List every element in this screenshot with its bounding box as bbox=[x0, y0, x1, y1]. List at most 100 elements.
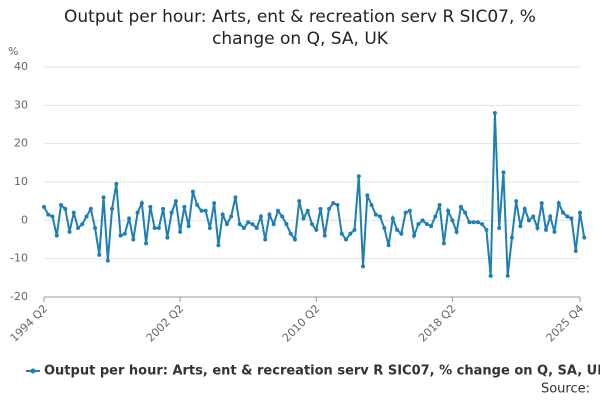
point bbox=[407, 208, 412, 213]
point bbox=[101, 195, 106, 200]
point bbox=[305, 208, 310, 213]
point bbox=[518, 224, 523, 229]
point bbox=[105, 258, 110, 263]
point bbox=[67, 229, 72, 234]
point bbox=[352, 227, 357, 232]
point bbox=[76, 226, 81, 230]
point bbox=[492, 111, 497, 115]
y-axis-label: % bbox=[8, 45, 18, 58]
point bbox=[280, 214, 285, 219]
legend-marker bbox=[30, 368, 36, 374]
point bbox=[552, 229, 557, 234]
point bbox=[531, 214, 536, 219]
point bbox=[246, 220, 251, 225]
y-tick-label: 40 bbox=[14, 60, 28, 73]
point bbox=[361, 264, 366, 269]
y-tick-label: -20 bbox=[10, 290, 28, 303]
point bbox=[514, 199, 519, 204]
point bbox=[399, 231, 404, 236]
point bbox=[233, 195, 238, 200]
point bbox=[386, 243, 391, 248]
point bbox=[71, 210, 76, 215]
point bbox=[216, 243, 221, 248]
point bbox=[263, 237, 268, 242]
point bbox=[110, 206, 115, 211]
point bbox=[454, 229, 459, 234]
point bbox=[471, 220, 476, 225]
point bbox=[556, 201, 561, 206]
x-tick-label: 2010 Q2 bbox=[280, 302, 323, 345]
point bbox=[458, 204, 463, 209]
point bbox=[356, 174, 361, 179]
point bbox=[429, 224, 434, 229]
y-tick-label: 20 bbox=[14, 137, 28, 150]
source: Source: bbox=[541, 382, 590, 397]
point bbox=[169, 210, 174, 215]
y-tick-label: 30 bbox=[14, 98, 28, 111]
point bbox=[144, 241, 149, 246]
point bbox=[54, 233, 59, 238]
point bbox=[250, 222, 255, 227]
point bbox=[267, 212, 272, 217]
point bbox=[582, 235, 587, 240]
point bbox=[573, 249, 578, 253]
x-tick-label: 2018 Q2 bbox=[416, 302, 459, 345]
point bbox=[190, 189, 195, 194]
point bbox=[42, 204, 46, 209]
point bbox=[509, 235, 514, 240]
point bbox=[344, 237, 349, 242]
chart-title: Output per hour: Arts, ent & recreation … bbox=[64, 7, 536, 49]
point bbox=[314, 227, 319, 232]
point bbox=[292, 237, 297, 242]
point bbox=[565, 214, 570, 219]
point bbox=[543, 227, 548, 232]
point bbox=[416, 222, 421, 227]
point bbox=[569, 216, 574, 221]
point bbox=[335, 203, 340, 207]
point bbox=[182, 204, 187, 209]
point bbox=[80, 222, 85, 227]
point bbox=[131, 237, 136, 242]
point bbox=[463, 210, 468, 215]
point bbox=[475, 220, 480, 225]
point bbox=[301, 216, 306, 221]
point bbox=[241, 226, 246, 230]
point bbox=[156, 226, 161, 230]
point bbox=[254, 226, 259, 230]
point bbox=[127, 216, 132, 221]
point bbox=[433, 214, 438, 219]
point bbox=[63, 206, 68, 211]
point bbox=[339, 231, 344, 236]
point bbox=[446, 208, 451, 213]
point bbox=[539, 201, 544, 206]
y-tick-label: 10 bbox=[14, 175, 28, 188]
point bbox=[118, 233, 123, 238]
point bbox=[199, 208, 204, 213]
point bbox=[59, 203, 64, 207]
y-tick-label: -10 bbox=[10, 252, 28, 265]
point bbox=[203, 208, 208, 213]
point bbox=[560, 210, 565, 215]
point bbox=[505, 273, 510, 278]
legend-label: Output per hour: Arts, ent & recreation … bbox=[44, 364, 600, 379]
point bbox=[578, 210, 582, 215]
point bbox=[501, 170, 506, 175]
point bbox=[412, 233, 417, 238]
point bbox=[173, 199, 178, 204]
point bbox=[161, 206, 166, 211]
point bbox=[139, 201, 144, 206]
point bbox=[275, 208, 280, 213]
point bbox=[369, 203, 374, 207]
point bbox=[84, 214, 89, 219]
point bbox=[50, 214, 55, 219]
point bbox=[271, 222, 276, 227]
point bbox=[310, 222, 314, 227]
point bbox=[318, 206, 323, 211]
point bbox=[322, 233, 327, 238]
point bbox=[229, 214, 234, 219]
point bbox=[378, 214, 383, 219]
point bbox=[450, 218, 455, 223]
point bbox=[373, 212, 378, 217]
